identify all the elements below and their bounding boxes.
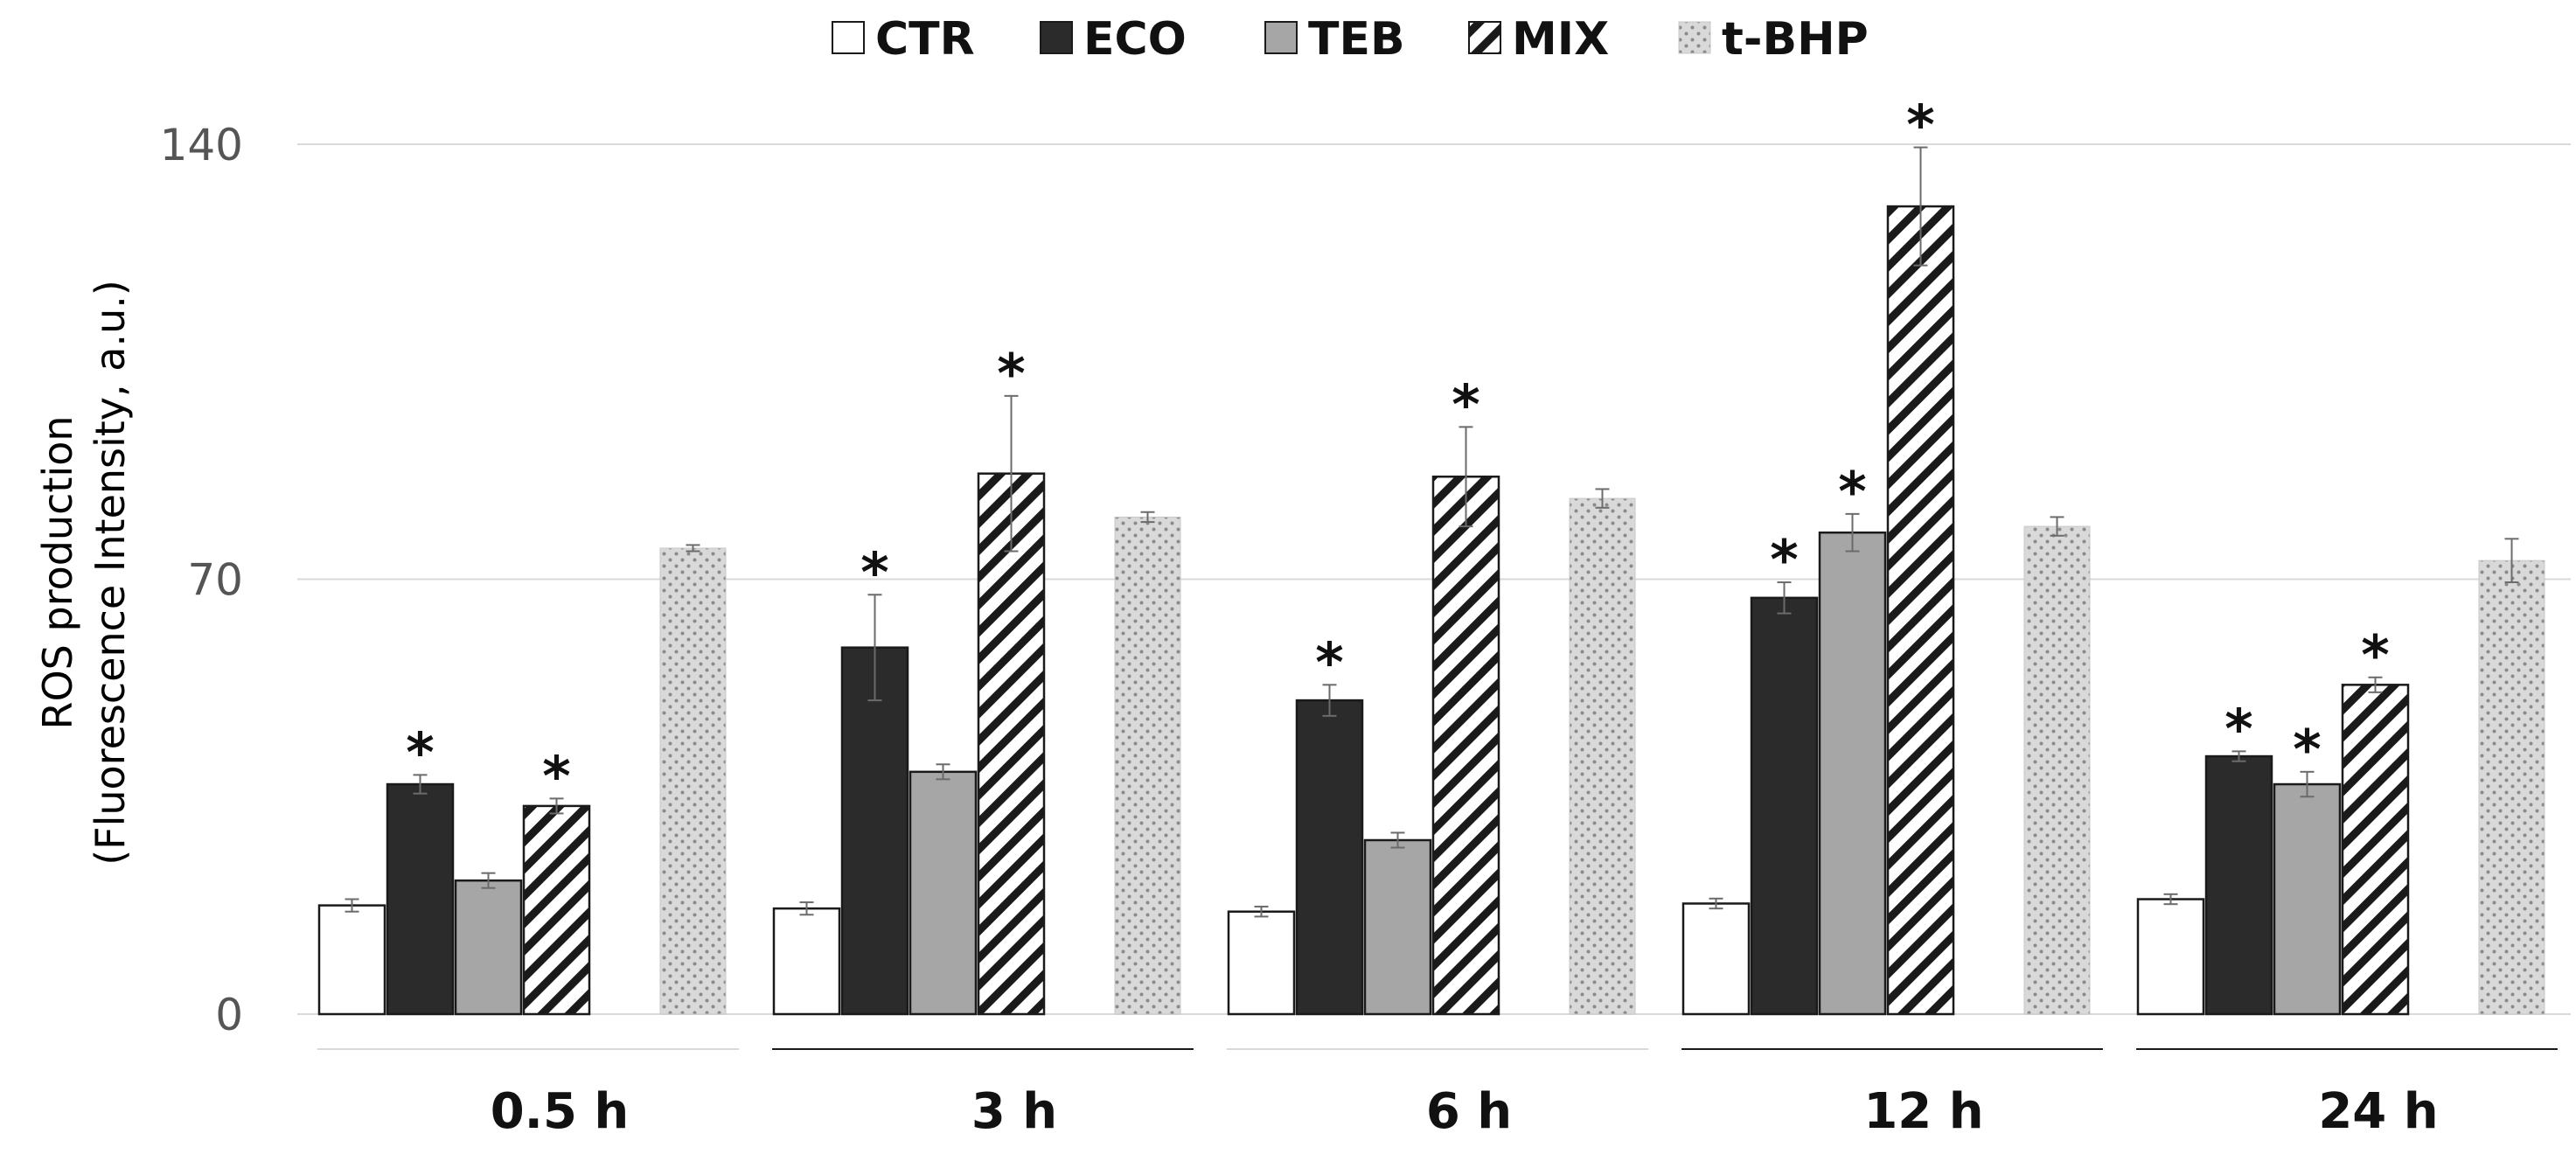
bar-mix-6-h <box>1431 475 1500 1016</box>
legend-swatch-eco <box>1040 21 1073 54</box>
bar-t-bhp-24-h <box>2478 560 2545 1015</box>
bar-eco-0-5-h <box>386 782 455 1016</box>
bar-ctr-24-h <box>2136 898 2205 1016</box>
bar-mix-0-5-h <box>522 804 591 1016</box>
y-axis-title: ROS production (Fluorescence Intensity, … <box>34 280 134 866</box>
error-bar <box>686 544 700 553</box>
significance-star: * <box>2224 697 2252 761</box>
error-bar <box>2368 676 2383 693</box>
error-bar <box>2163 893 2178 906</box>
error-bars <box>345 146 2519 918</box>
bar-teb-24-h <box>2273 782 2342 1016</box>
x-category-label: 0.5 h <box>491 1083 630 1140</box>
y-axis-ticks: 0 70 140 <box>160 120 243 1040</box>
significance-star: * <box>1770 528 1798 592</box>
legend-label-tbhp: t-BHP <box>1722 13 1869 66</box>
x-axis-groups: 0.5 h 3 h 6 h 12 h 24 h <box>317 1048 2558 1140</box>
x-category-label: 12 h <box>1863 1083 1983 1140</box>
error-bar <box>1845 512 1860 553</box>
significance-star: * <box>2293 718 2321 782</box>
bar-mix-24-h <box>2341 684 2410 1016</box>
error-bar <box>1459 426 1473 528</box>
bar-eco-6-h <box>1295 699 1364 1016</box>
error-bar <box>936 763 950 781</box>
error-bar <box>1709 897 1723 910</box>
bar-ctr-6-h <box>1227 910 1296 1016</box>
error-bar <box>1140 511 1155 524</box>
bar-ctr-12-h <box>1681 902 1751 1016</box>
bar-eco-3-h <box>840 646 909 1016</box>
bar-eco-12-h <box>1750 596 1819 1016</box>
bar-teb-3-h <box>909 770 978 1016</box>
legend-swatch-ctr <box>832 21 865 54</box>
error-bar <box>2300 770 2315 798</box>
legend-label-eco: ECO <box>1083 13 1187 66</box>
bar-t-bhp-6-h <box>1569 497 1636 1015</box>
significance-star: * <box>1906 94 1934 157</box>
significance-star: * <box>1838 460 1866 524</box>
bar-mix-12-h <box>1886 205 1955 1016</box>
error-bar <box>2231 750 2246 762</box>
x-category-label: 3 h <box>971 1083 1057 1140</box>
significance-star: * <box>406 720 434 784</box>
error-bar <box>2504 538 2519 584</box>
legend-swatch-mix <box>1468 21 1501 54</box>
y-axis-title-line2: (Fluorescence Intensity, a.u.) <box>87 280 134 866</box>
significance-star: * <box>542 744 570 808</box>
legend-label-ctr: CTR <box>875 13 975 66</box>
y-tick-label: 70 <box>187 555 243 606</box>
significance-star: * <box>1315 630 1343 694</box>
x-category-label: 24 h <box>2318 1083 2438 1140</box>
error-bar <box>549 797 564 815</box>
error-bar <box>1777 581 1792 615</box>
bar-t-bhp-12-h <box>2023 525 2091 1015</box>
bar-ctr-0-5-h <box>317 904 386 1016</box>
legend-label-mix: MIX <box>1512 13 1609 66</box>
bar-teb-12-h <box>1818 531 1887 1016</box>
significance-star: * <box>1452 372 1479 436</box>
bar-t-bhp-0-5-h <box>659 547 727 1015</box>
error-bar <box>1004 394 1019 553</box>
error-bar <box>481 872 496 889</box>
bars <box>317 205 2545 1016</box>
bar-mix-3-h <box>977 472 1046 1016</box>
error-bar <box>1390 831 1405 849</box>
bar-teb-6-h <box>1363 838 1432 1016</box>
legend-swatch-teb <box>1264 21 1298 54</box>
error-bar <box>1913 146 1928 267</box>
bar-t-bhp-3-h <box>1114 516 1181 1015</box>
error-bar <box>345 898 359 913</box>
x-category-label: 6 h <box>1426 1083 1512 1140</box>
error-bar <box>1595 488 1610 509</box>
bar-ctr-3-h <box>772 907 841 1016</box>
bar-teb-0-5-h <box>454 879 523 1016</box>
error-bar <box>413 774 428 795</box>
significance-markers: * * * * * * * * * * * * <box>406 94 2389 809</box>
y-tick-label: 140 <box>160 120 243 170</box>
significance-star: * <box>860 540 888 604</box>
bar-eco-24-h <box>2204 754 2273 1016</box>
legend-swatch-tbhp <box>1678 21 1711 54</box>
y-tick-label: 0 <box>215 990 243 1040</box>
legend-label-teb: TEB <box>1308 13 1405 66</box>
legend: CTR ECO TEB MIX t-BHP <box>832 13 1869 66</box>
significance-star: * <box>997 342 1025 406</box>
y-axis-title-line1: ROS production <box>34 416 81 730</box>
significance-star: * <box>2361 623 2389 687</box>
error-bar <box>799 901 814 916</box>
error-bar <box>1322 684 1337 717</box>
error-bar <box>2050 516 2064 537</box>
error-bar <box>1254 906 1269 918</box>
error-bar <box>867 594 882 702</box>
